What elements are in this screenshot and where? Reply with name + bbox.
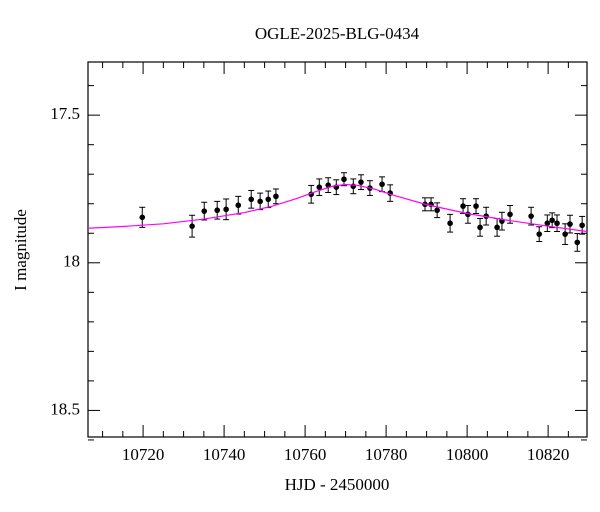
data-point bbox=[201, 208, 208, 214]
data-point bbox=[579, 222, 585, 229]
data-point bbox=[214, 207, 221, 214]
data-point bbox=[434, 207, 440, 214]
data-point bbox=[562, 231, 568, 237]
y-axis-label: I magnitude bbox=[11, 209, 30, 291]
data-point bbox=[567, 221, 573, 227]
data-point bbox=[265, 196, 272, 203]
data-point bbox=[544, 220, 551, 227]
data-point bbox=[248, 196, 255, 203]
data-point bbox=[554, 220, 560, 227]
data-point bbox=[447, 220, 453, 227]
data-point bbox=[528, 213, 534, 219]
data-point bbox=[358, 179, 364, 185]
x-tick-label: 10820 bbox=[527, 445, 570, 464]
data-point bbox=[325, 182, 331, 188]
x-tick-label: 10740 bbox=[203, 445, 246, 464]
data-point bbox=[460, 203, 466, 209]
data-point bbox=[477, 224, 483, 231]
chart-title: OGLE-2025-BLG-0434 bbox=[255, 24, 420, 43]
data-point bbox=[473, 203, 479, 209]
data-point bbox=[536, 231, 543, 237]
x-tick-label: 10720 bbox=[122, 445, 165, 464]
x-tick-label: 10760 bbox=[284, 445, 327, 464]
data-point bbox=[316, 184, 323, 190]
plot-frame bbox=[87, 61, 588, 438]
data-point bbox=[273, 193, 279, 200]
data-point bbox=[494, 224, 500, 231]
data-point bbox=[189, 223, 195, 229]
x-tick-label: 10800 bbox=[446, 445, 489, 464]
model-curve bbox=[87, 183, 588, 233]
y-tick-label: 18.5 bbox=[50, 399, 80, 418]
data-point bbox=[549, 217, 555, 224]
data-point bbox=[507, 211, 513, 218]
data-point bbox=[350, 183, 357, 190]
data-point bbox=[341, 176, 347, 183]
y-tick-label: 17.5 bbox=[50, 104, 80, 123]
data-point bbox=[574, 239, 581, 246]
data-point bbox=[139, 214, 146, 221]
data-point bbox=[235, 202, 242, 209]
x-axis-label: HJD - 2450000 bbox=[285, 475, 390, 494]
data-point bbox=[223, 206, 229, 213]
x-tick-label: 10780 bbox=[365, 445, 408, 464]
data-point bbox=[257, 198, 263, 205]
y-tick-label: 18 bbox=[63, 252, 80, 271]
data-point bbox=[379, 181, 385, 188]
